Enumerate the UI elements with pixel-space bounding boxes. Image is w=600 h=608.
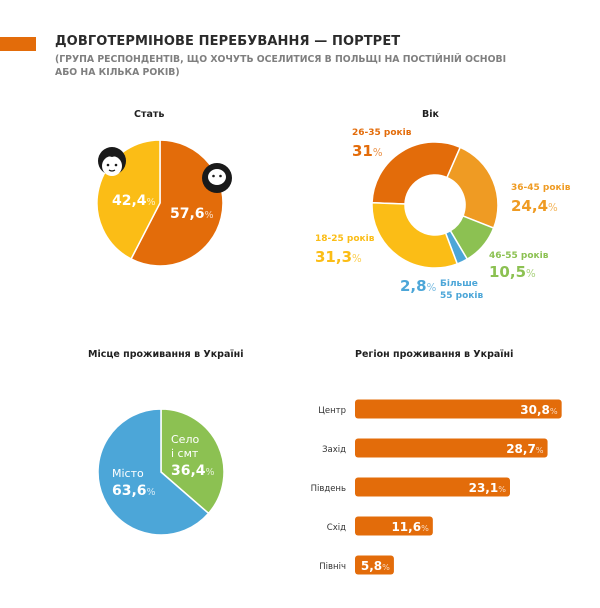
residence-value-village: 36,4% bbox=[171, 463, 215, 479]
gender-icons bbox=[98, 147, 232, 193]
age-label-36-45: 36-45 років bbox=[511, 182, 571, 193]
gender-pie-chart: 57,6% 42,4% bbox=[96, 139, 224, 267]
age-slice-1 bbox=[446, 146, 499, 230]
age-label-26-35: 26-35 років bbox=[352, 127, 412, 138]
age-label-46-55: 46-55 років bbox=[489, 250, 549, 261]
age-value-26-35: 31% bbox=[352, 142, 383, 160]
age-label-55plus-line2: 55 років bbox=[440, 290, 483, 301]
woman-icon bbox=[98, 147, 126, 176]
region-value-label: 28,7% bbox=[506, 442, 544, 456]
residence-chart-title: Місце проживання в Україні bbox=[88, 349, 244, 360]
region-category-label: Захід bbox=[322, 445, 346, 455]
age-value-55plus: 2,8% bbox=[400, 277, 437, 295]
region-value-label: 11,6% bbox=[391, 520, 429, 534]
page-subtitle: (ГРУПА РЕСПОНДЕНТІВ, ЩО ХОЧУТЬ ОСЕЛИТИСЯ… bbox=[55, 53, 525, 79]
residence-value-city: 63,6% bbox=[112, 483, 156, 499]
residence-label-village-line1: Село bbox=[171, 433, 199, 446]
region-value-label: 30,8% bbox=[520, 403, 558, 417]
gender-value-female: 42,4% bbox=[112, 193, 156, 209]
residence-label-village-line2: і смт bbox=[171, 447, 199, 460]
region-bar bbox=[355, 438, 548, 458]
region-category-label: Схід bbox=[327, 523, 346, 533]
gender-value-male: 57,6% bbox=[170, 206, 214, 222]
region-category-label: Північ bbox=[319, 562, 346, 572]
region-value-label: 23,1% bbox=[469, 481, 507, 495]
man-icon bbox=[202, 163, 232, 193]
region-bar-chart: Центр 30,8% Захід 28,7% Південь 23,1% Схід 11,6… bbox=[311, 399, 562, 575]
age-donut-chart: 26-35 років 31% 36-45 років 24,4% 46-55 рокі… bbox=[315, 127, 571, 301]
age-value-46-55: 10,5% bbox=[489, 263, 536, 281]
age-slice-0 bbox=[371, 141, 462, 205]
gender-chart-title: Стать bbox=[134, 109, 165, 120]
residence-slice-1 bbox=[97, 408, 210, 536]
age-label-55plus-line1: Більше bbox=[440, 278, 478, 289]
residence-slice-0 bbox=[160, 408, 225, 515]
region-bar bbox=[355, 477, 510, 497]
age-value-36-45: 24,4% bbox=[511, 197, 558, 215]
age-chart-title: Вік bbox=[422, 109, 439, 120]
region-category-label: Південь bbox=[311, 484, 346, 494]
region-bar bbox=[355, 399, 562, 419]
accent-bar bbox=[0, 37, 36, 51]
subtitle-line-2: АБО НА КІЛЬКА РОКІВ) bbox=[55, 67, 180, 78]
region-category-label: Центр bbox=[318, 406, 346, 416]
subtitle-line-1: (ГРУПА РЕСПОНДЕНТІВ, ЩО ХОЧУТЬ ОСЕЛИТИСЯ… bbox=[55, 54, 507, 65]
residence-label-city: Місто bbox=[112, 467, 144, 480]
age-slice-4 bbox=[371, 202, 459, 269]
region-chart-title: Регіон проживання в Україні bbox=[355, 349, 514, 360]
gender-slice-0 bbox=[130, 139, 224, 267]
age-value-18-25: 31,3% bbox=[315, 248, 362, 266]
region-bar bbox=[355, 555, 394, 575]
age-label-18-25: 18-25 років bbox=[315, 233, 375, 244]
page-title: ДОВГОТЕРМІНОВЕ ПЕРЕБУВАННЯ — ПОРТРЕТ bbox=[55, 34, 401, 49]
region-value-label: 5,8% bbox=[361, 559, 390, 573]
region-bar bbox=[355, 516, 433, 536]
